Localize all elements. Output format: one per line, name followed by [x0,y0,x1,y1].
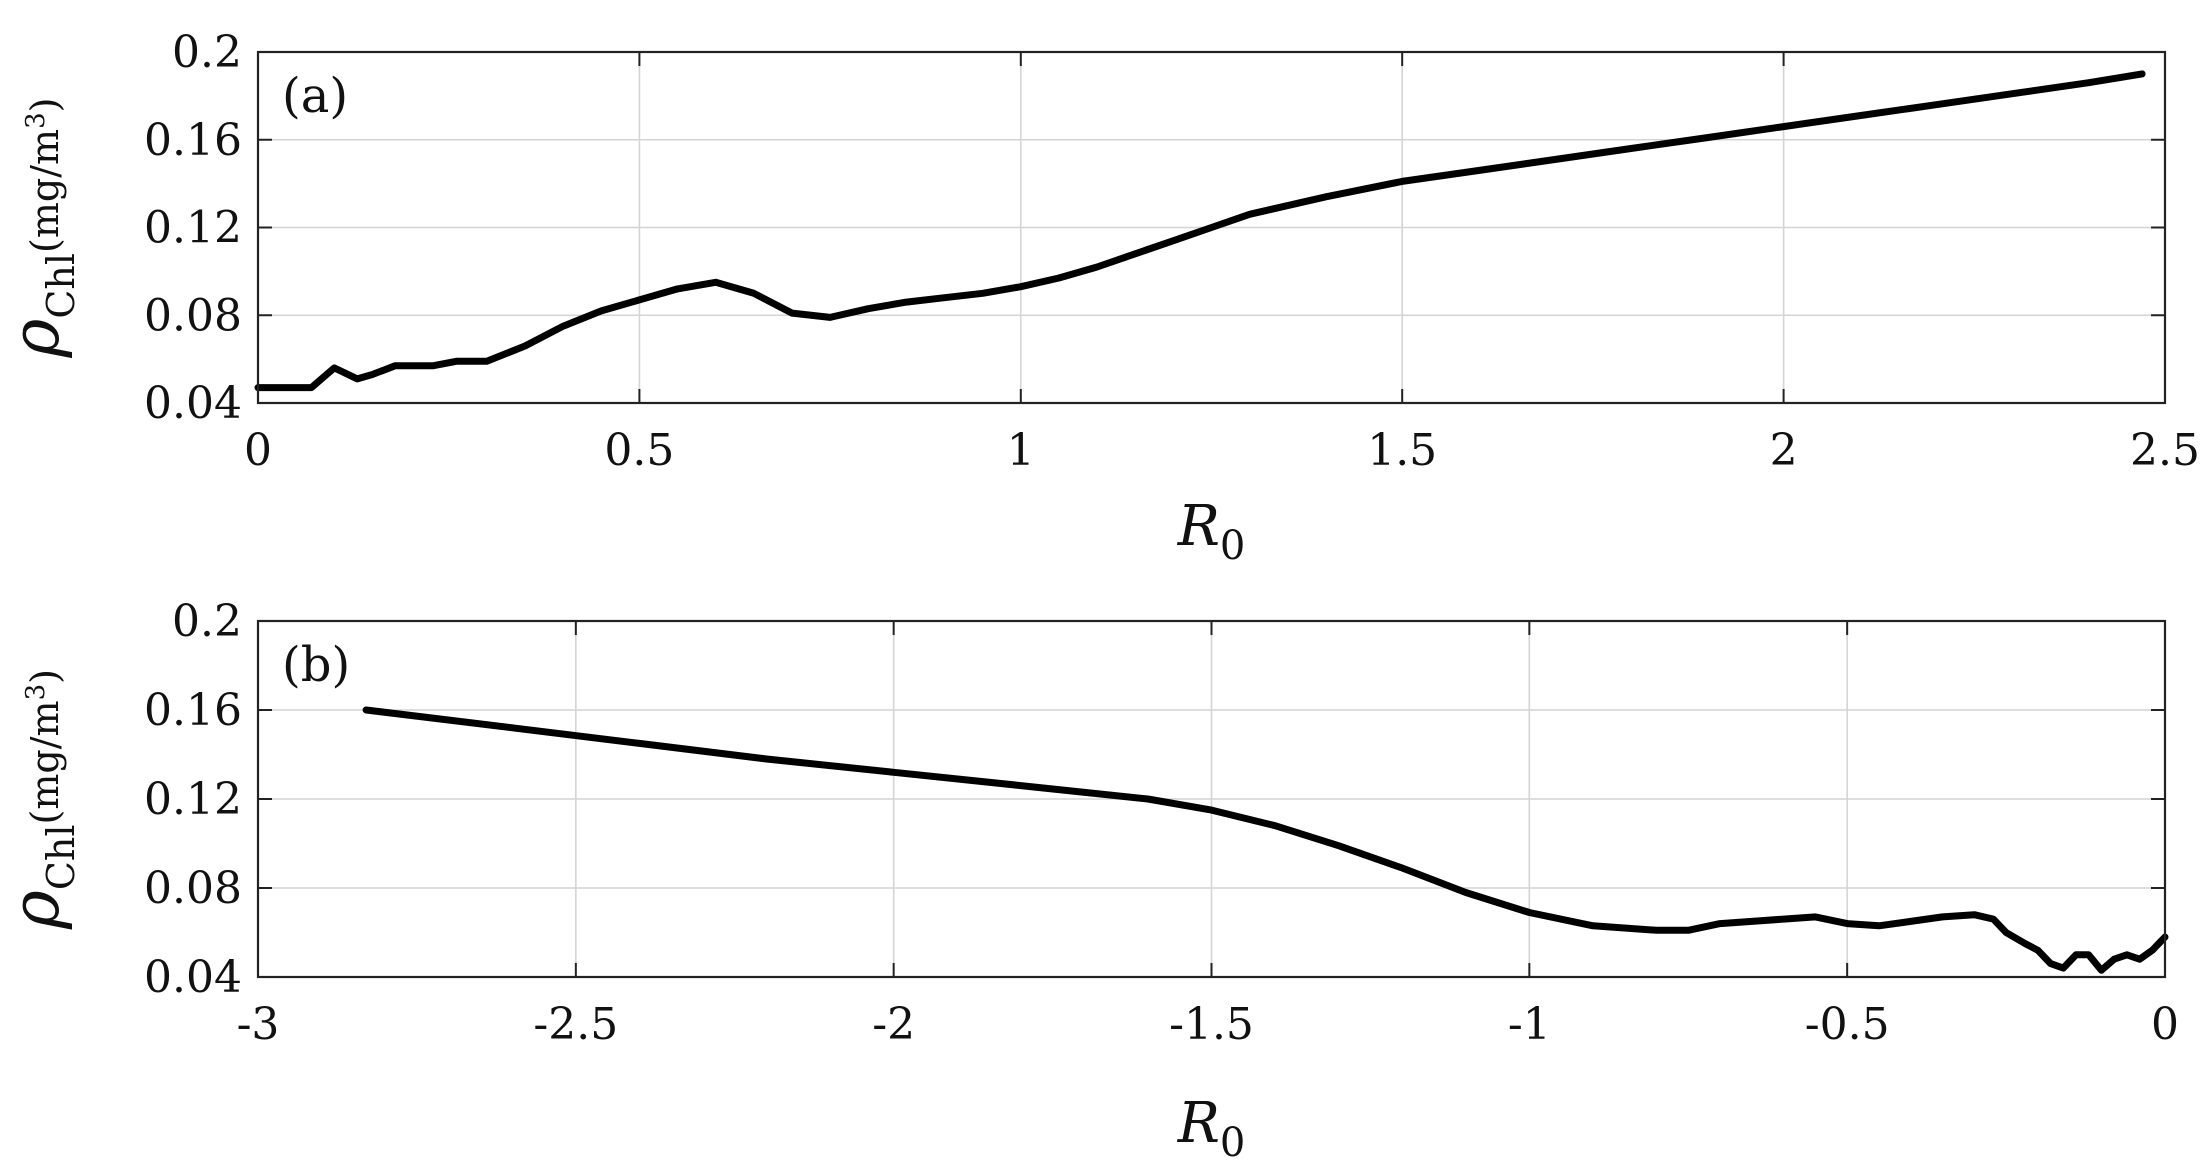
y-axis-title-unit-superscript: 3 [21,684,51,701]
panel-label: (b) [282,637,350,693]
y-axis-title-main: ρ [0,318,74,358]
y-axis-title-subscript: Chl [39,824,83,890]
panel-b: -3 -2.5 -2 -1.5 -1 -0.5 0 0.04 0.08 0.12 0.16 0.2 (b… [0,596,2179,1166]
y-axis-title-unit-close: ) [23,669,67,684]
y-tick-label: 0.04 [144,378,242,429]
y-axis-title-unit-close: ) [23,98,67,113]
y-tick-label: 0.2 [172,596,242,647]
y-tick-label: 0.12 [144,774,242,825]
y-axis-title-unit: (mg/m [23,700,67,824]
y-axis-title-subscript: Chl [39,253,83,319]
axes-frame [256,50,2167,405]
x-tick-label: 0.5 [604,425,674,476]
series-line [362,706,2169,974]
x-axis-title: R0 [1177,1091,1246,1166]
x-tick-label: 0 [244,425,272,476]
x-axis-title-subscript: 0 [1220,1120,1245,1166]
x-tick-label: 1.5 [1367,425,1437,476]
y-axis-title-main: ρ [0,890,74,930]
x-tick-label: 0 [2151,999,2179,1050]
y-tick-label: 0.12 [144,203,242,254]
y-axis-title-unit: (mg/m [23,129,67,253]
y-axis-title: ρChl(mg/m3) [0,669,83,930]
y-tick-label: 0.08 [144,290,242,341]
x-tick-label: 2.5 [2130,425,2200,476]
x-tick-label: -1.5 [1169,999,1254,1050]
y-axis-title-unit-superscript: 3 [21,112,51,129]
x-tick-label: 1 [1007,425,1035,476]
x-tick-label: -2.5 [533,999,618,1050]
x-axis-title: R0 [1177,494,1246,569]
y-axis-title: ρChl(mg/m3) [0,98,83,359]
panel-label: (a) [282,68,348,124]
x-tick-label: -2 [872,999,915,1050]
y-tick-label: 0.16 [144,685,242,736]
y-tick-label: 0.04 [144,952,242,1003]
panel-a: 0 0.5 1 1.5 2 2.50.040.080.120.160.2(a)R0ρChl… [0,27,2200,569]
x-axis-title-main: R [1177,494,1220,559]
y-tick-label: 0.16 [144,115,242,166]
series-line [254,70,2146,392]
x-tick-label: -0.5 [1805,999,1890,1050]
x-axis-title-subscript: 0 [1220,523,1245,569]
axes-frame [256,619,2167,979]
x-axis-title-main: R [1177,1091,1220,1156]
y-tick-label: 0.08 [144,863,242,914]
y-tick-label: 0.2 [172,27,242,78]
x-tick-label: -1 [1508,999,1551,1050]
x-tick-label: -3 [237,999,280,1050]
x-tick-label: 2 [1770,425,1798,476]
